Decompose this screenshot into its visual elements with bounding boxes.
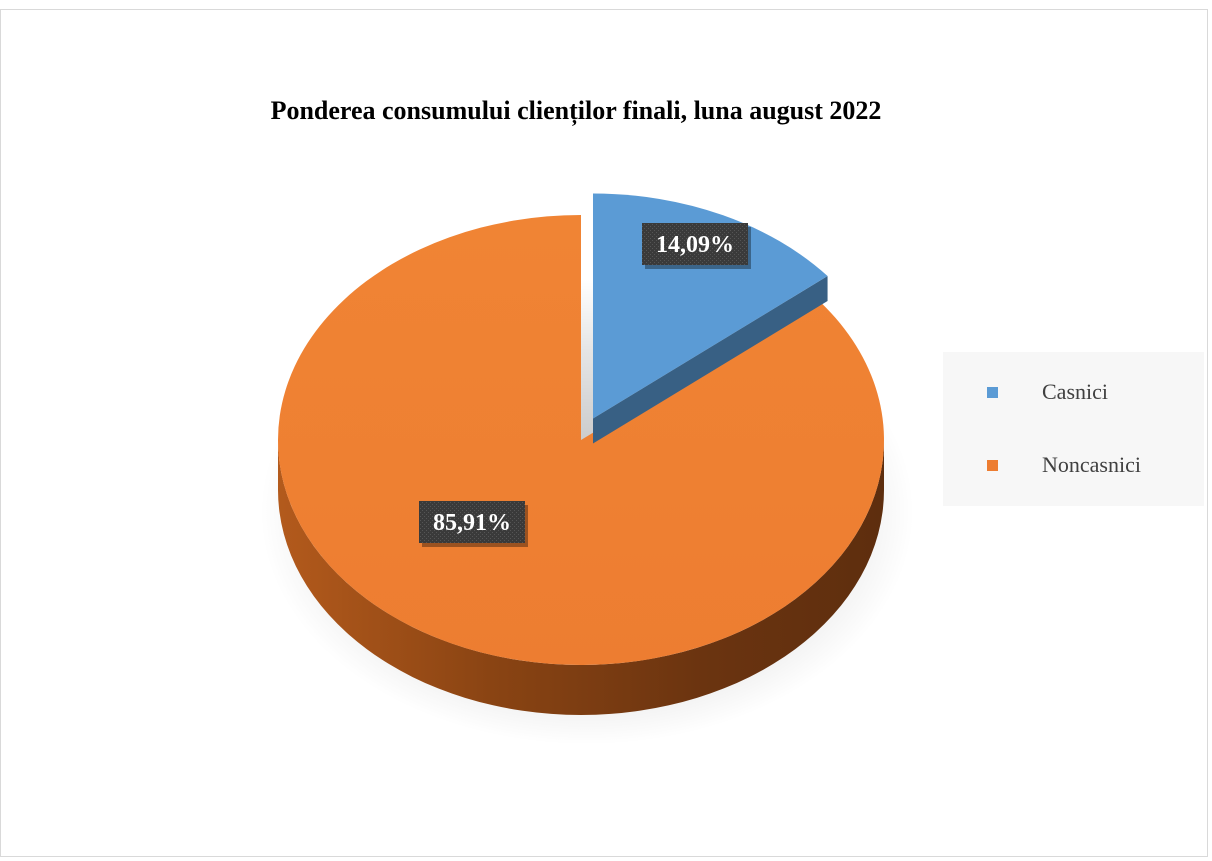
legend-item-casnici: Casnici: [987, 381, 1108, 403]
data-label-box: [419, 501, 525, 543]
data-label-noncasnici: 85,91%: [419, 501, 528, 547]
legend: Casnici Noncasnici: [943, 352, 1204, 506]
legend-swatch-noncasnici: [987, 459, 998, 471]
legend-label-casnici: Casnici: [1042, 379, 1108, 404]
chart-title: Ponderea consumului clienților finali, l…: [270, 96, 882, 125]
pie-side-noncasnici: [278, 440, 884, 715]
data-label-text: 85,91%: [433, 510, 511, 536]
data-label-casnici: 14,09%: [642, 223, 751, 269]
legend-swatch-casnici: [987, 386, 998, 398]
data-label-box: [642, 223, 748, 265]
legend-label-noncasnici: Noncasnici: [1042, 452, 1141, 477]
pie-top-noncasnici: [277, 215, 884, 665]
legend-item-noncasnici: Noncasnici: [987, 454, 1141, 476]
pie-cut-casnici: [592, 276, 828, 444]
data-label-text: 14,09%: [656, 232, 734, 258]
